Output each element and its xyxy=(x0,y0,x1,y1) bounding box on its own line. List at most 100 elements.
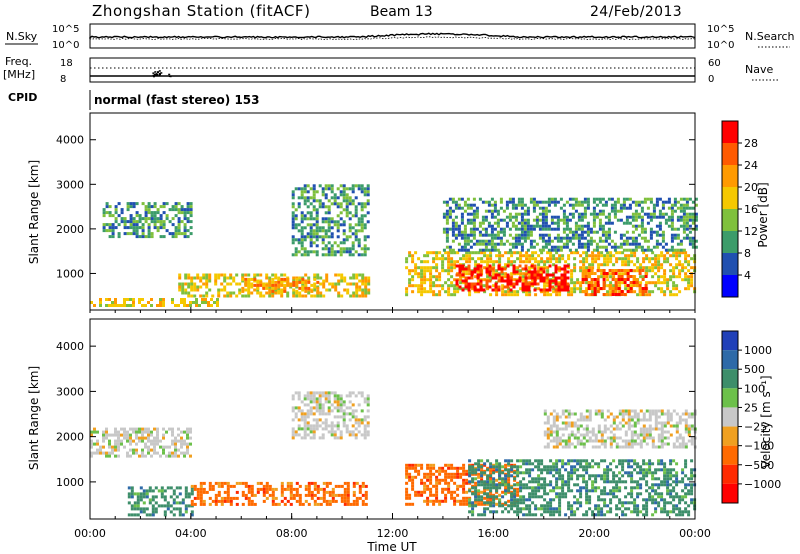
heatmap-cell xyxy=(318,403,322,407)
heatmap-cell xyxy=(420,269,424,273)
heatmap-cell xyxy=(277,280,281,284)
heatmap-cell xyxy=(414,466,418,470)
heatmap-cell xyxy=(165,217,169,221)
heatmap-cell xyxy=(355,502,359,506)
heatmap-cell xyxy=(522,278,526,282)
heatmap-cell xyxy=(451,209,455,213)
heatmap-cell xyxy=(670,215,674,219)
heatmap-cell xyxy=(639,293,643,297)
heatmap-cell xyxy=(531,492,535,496)
heatmap-cell xyxy=(303,196,307,200)
heatmap-cell xyxy=(567,486,571,490)
heatmap-cell xyxy=(651,263,655,267)
heatmap-cell xyxy=(516,257,520,261)
heatmap-cell xyxy=(162,205,166,209)
heatmap-cell xyxy=(235,294,239,298)
heatmap-cell xyxy=(566,270,570,274)
heatmap-cell xyxy=(153,217,157,221)
heatmap-cell xyxy=(408,251,412,255)
heatmap-cell xyxy=(136,498,140,502)
heatmap-cell xyxy=(327,226,331,230)
heatmap-cell xyxy=(499,200,503,204)
heatmap-cell xyxy=(537,480,541,484)
heatmap-cell xyxy=(594,480,598,484)
heatmap-cell xyxy=(554,279,558,283)
heatmap-cell xyxy=(189,205,193,209)
heatmap-cell xyxy=(315,427,319,431)
heatmap-cell xyxy=(588,507,592,511)
heatmap-cell xyxy=(129,298,132,301)
heatmap-cell xyxy=(468,471,472,475)
heatmap-cell xyxy=(480,459,484,463)
heatmap-cell xyxy=(283,487,287,491)
heatmap-cell xyxy=(498,483,502,487)
heatmap-cell xyxy=(606,504,610,508)
heatmap-cell xyxy=(457,242,461,246)
heatmap-cell xyxy=(629,269,633,272)
heatmap-cell xyxy=(663,504,667,508)
heatmap-cell xyxy=(159,220,163,224)
heatmap-cell xyxy=(612,471,616,475)
heatmap-cell xyxy=(553,221,557,225)
heatmap-cell xyxy=(649,200,653,204)
heatmap-cell xyxy=(318,418,322,422)
heatmap-cell xyxy=(99,445,102,449)
heatmap-cell xyxy=(336,244,340,248)
heatmap-cell xyxy=(328,502,332,506)
heatmap-cell xyxy=(542,270,546,274)
heatmap-cell xyxy=(367,291,371,295)
heatmap-cell xyxy=(558,471,562,475)
heatmap-cell xyxy=(343,490,347,494)
heatmap-cell xyxy=(571,233,575,237)
heatmap-cell xyxy=(476,288,480,292)
heatmap-cell xyxy=(567,459,571,463)
heatmap-cell xyxy=(441,266,445,270)
heatmap-cell xyxy=(585,254,589,258)
heatmap-cell xyxy=(660,507,664,511)
heatmap-cell xyxy=(280,277,284,281)
heatmap-cell xyxy=(490,239,494,243)
heatmap-cell xyxy=(108,454,111,458)
heatmap-cell xyxy=(127,495,131,499)
heatmap-cell xyxy=(514,236,518,240)
heatmap-cell xyxy=(466,218,470,222)
heatmap-cell xyxy=(613,230,617,234)
heatmap-cell xyxy=(142,507,146,511)
heatmap-cell xyxy=(611,278,615,281)
heatmap-cell xyxy=(566,285,570,289)
heatmap-cell xyxy=(190,294,194,298)
heatmap-cell xyxy=(528,257,532,261)
heatmap-cell xyxy=(555,293,559,297)
heatmap-cell xyxy=(524,273,528,277)
heatmap-cell xyxy=(576,436,580,440)
heatmap-cell xyxy=(303,436,307,440)
heatmap-cell xyxy=(643,236,647,240)
heatmap-cell xyxy=(541,248,545,252)
heatmap-cell xyxy=(567,462,571,466)
heatmap-cell xyxy=(271,289,275,293)
heatmap-cell xyxy=(501,284,505,288)
heatmap-cell xyxy=(294,214,298,218)
heatmap-cell xyxy=(523,239,527,243)
heatmap-cell xyxy=(531,477,535,481)
heatmap-cell xyxy=(414,266,418,270)
heatmap-cell xyxy=(310,493,314,497)
heatmap-cell xyxy=(447,278,451,282)
heatmap-cell xyxy=(463,209,467,213)
heatmap-cell xyxy=(543,510,547,514)
heatmap-cell xyxy=(150,235,154,239)
heatmap-cell xyxy=(474,492,478,496)
heatmap-cell xyxy=(585,287,589,291)
heatmap-cell xyxy=(294,217,298,221)
heatmap-cell xyxy=(661,215,665,219)
heatmap-cell xyxy=(636,480,640,484)
heatmap-cell xyxy=(511,224,515,228)
heatmap-cell xyxy=(223,481,227,485)
heatmap-cell xyxy=(694,218,698,222)
heatmap-cell xyxy=(550,197,554,201)
heatmap-cell xyxy=(520,221,524,225)
heatmap-cell xyxy=(636,462,640,466)
heatmap-cell xyxy=(445,227,449,231)
heatmap-cell xyxy=(566,282,570,286)
heatmap-cell xyxy=(297,406,301,410)
